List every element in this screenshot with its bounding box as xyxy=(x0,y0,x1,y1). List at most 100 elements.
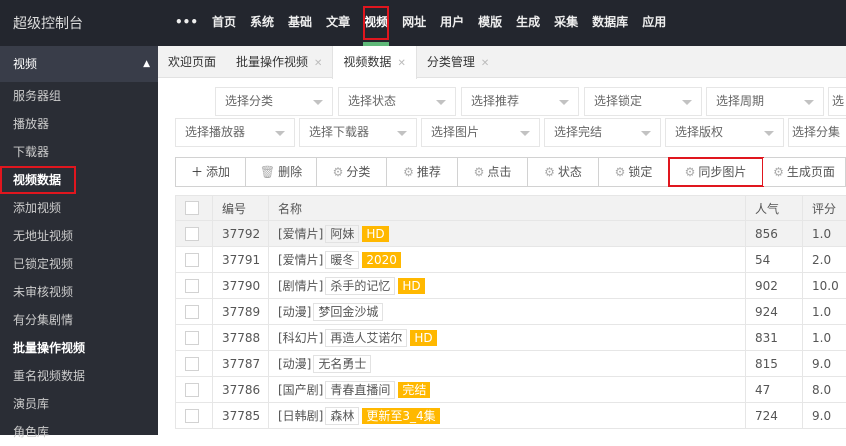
row-checkbox[interactable] xyxy=(185,331,199,345)
checkbox-cell[interactable] xyxy=(176,273,213,299)
sidebar-item[interactable]: 播放器 xyxy=(0,110,158,138)
checkbox-cell[interactable] xyxy=(176,325,213,351)
sidebar-section-video[interactable]: 视频▲ xyxy=(0,46,158,82)
nav-item[interactable]: 网址 xyxy=(395,0,433,46)
sidebar: 视频▲ 服务器组播放器下载器视频数据添加视频无地址视频已锁定视频未审核视频有分集… xyxy=(0,46,158,435)
nav-item[interactable]: 视频 xyxy=(357,0,395,46)
filter-select[interactable]: 选择版权 xyxy=(665,118,784,147)
sidebar-item[interactable]: 视频数据 xyxy=(0,166,76,194)
hits-cell: 831 xyxy=(746,325,803,351)
filter-select[interactable]: 选择下载器 xyxy=(299,118,417,147)
category: [爱情片] xyxy=(278,227,323,241)
toolbar-button[interactable]: ⚙同步图片 xyxy=(669,158,763,186)
video-name[interactable]: 无名勇士 xyxy=(313,355,371,373)
row-checkbox[interactable] xyxy=(185,409,199,423)
nav-item[interactable]: 生成 xyxy=(509,0,547,46)
filter-select[interactable]: 选择推荐 xyxy=(461,87,579,116)
col-id[interactable]: 编号 xyxy=(213,196,269,221)
filter-select[interactable]: 选择图片 xyxy=(421,118,540,147)
toolbar-button[interactable]: ⚙锁定 xyxy=(599,158,669,186)
sidebar-item[interactable]: 角色库 xyxy=(0,418,158,446)
video-name[interactable]: 青春直播间 xyxy=(325,381,395,399)
filter-select[interactable]: 选择播放器 xyxy=(175,118,295,147)
close-icon[interactable]: ✕ xyxy=(481,58,489,69)
nav-item[interactable]: 模版 xyxy=(471,0,509,46)
filter-select[interactable]: 选择周期 xyxy=(706,87,824,116)
row-checkbox[interactable] xyxy=(185,227,199,241)
nav-item[interactable]: 用户 xyxy=(433,0,471,46)
row-checkbox[interactable] xyxy=(185,357,199,371)
sidebar-item[interactable]: 添加视频 xyxy=(0,194,158,222)
row-checkbox[interactable] xyxy=(185,383,199,397)
video-name[interactable]: 杀手的记忆 xyxy=(325,277,395,295)
col-score[interactable]: 评分 xyxy=(803,196,846,221)
sidebar-item[interactable]: 批量操作视频 xyxy=(0,334,158,362)
filter-select[interactable]: 选择分类 xyxy=(215,87,333,116)
toolbar-button[interactable]: 🗑删除 xyxy=(246,158,317,186)
sidebar-item[interactable]: 无地址视频 xyxy=(0,222,158,250)
filter-select[interactable]: 选择状态 xyxy=(338,87,456,116)
filter-select[interactable]: 选择完结 xyxy=(544,118,661,147)
more-icon[interactable]: ••• xyxy=(168,0,205,46)
video-name[interactable]: 暖冬 xyxy=(325,251,359,269)
sidebar-item[interactable]: 下载器 xyxy=(0,138,158,166)
checkbox-cell[interactable] xyxy=(176,351,213,377)
toolbar-button[interactable]: ⚙状态 xyxy=(528,158,599,186)
checkbox-cell[interactable] xyxy=(176,247,213,273)
sidebar-item[interactable]: 演员库 xyxy=(0,390,158,418)
filter-select[interactable]: 选 xyxy=(828,87,846,116)
nav-item[interactable]: 首页 xyxy=(205,0,243,46)
toolbar-button[interactable]: ⚙推荐 xyxy=(387,158,458,186)
toolbar-button[interactable]: ⚙分类 xyxy=(317,158,387,186)
tab[interactable]: 视频数据✕ xyxy=(332,46,416,79)
nav-item[interactable]: 数据库 xyxy=(585,0,635,46)
nav-item[interactable]: 基础 xyxy=(281,0,319,46)
col-name[interactable]: 名称 xyxy=(269,196,746,221)
tab[interactable]: 欢迎页面 xyxy=(158,46,226,77)
main-nav: •••首页系统基础文章视频网址用户模版生成采集数据库应用 xyxy=(168,0,673,46)
video-name[interactable]: 梦回金沙城 xyxy=(313,303,383,321)
row-checkbox[interactable] xyxy=(185,253,199,267)
row-checkbox[interactable] xyxy=(185,305,199,319)
video-name[interactable]: 再造人艾诺尔 xyxy=(325,329,407,347)
select-all-cell[interactable] xyxy=(176,196,213,221)
sidebar-item[interactable]: 已锁定视频 xyxy=(0,250,158,278)
filter-select[interactable]: 选择分集 xyxy=(788,118,846,147)
toolbar-button[interactable]: ⚙生成页面 xyxy=(763,158,845,186)
table-header: 编号 名称 人气 评分 xyxy=(176,196,846,221)
col-hits[interactable]: 人气 xyxy=(746,196,803,221)
row-checkbox[interactable] xyxy=(185,279,199,293)
video-name[interactable]: 阿妹 xyxy=(325,225,359,243)
nav-item[interactable]: 文章 xyxy=(319,0,357,46)
tab[interactable]: 批量操作视频✕ xyxy=(226,46,332,77)
tab[interactable]: 分类管理✕ xyxy=(417,46,499,77)
close-icon[interactable]: ✕ xyxy=(397,58,405,69)
name-cell: [国产剧]青春直播间完结 xyxy=(269,377,746,403)
video-name[interactable]: 森林 xyxy=(325,407,359,425)
hits-cell: 815 xyxy=(746,351,803,377)
sidebar-item[interactable]: 有分集剧情 xyxy=(0,306,158,334)
filter-select[interactable]: 选择锁定 xyxy=(584,87,702,116)
checkbox-cell[interactable] xyxy=(176,377,213,403)
toolbar-button[interactable]: ＋添加 xyxy=(176,158,246,186)
checkbox-cell[interactable] xyxy=(176,221,213,247)
checkbox-cell[interactable] xyxy=(176,299,213,325)
sidebar-item[interactable]: 服务器组 xyxy=(0,82,158,110)
checkbox-cell[interactable] xyxy=(176,403,213,429)
nav-item[interactable]: 采集 xyxy=(547,0,585,46)
toolbar-button[interactable]: ⚙点击 xyxy=(458,158,528,186)
nav-item[interactable]: 系统 xyxy=(243,0,281,46)
sidebar-item[interactable]: 未审核视频 xyxy=(0,278,158,306)
select-all-checkbox[interactable] xyxy=(185,201,199,215)
nav-item[interactable]: 应用 xyxy=(635,0,673,46)
sidebar-item[interactable]: 重名视频数据 xyxy=(0,362,158,390)
close-icon[interactable]: ✕ xyxy=(314,58,322,69)
